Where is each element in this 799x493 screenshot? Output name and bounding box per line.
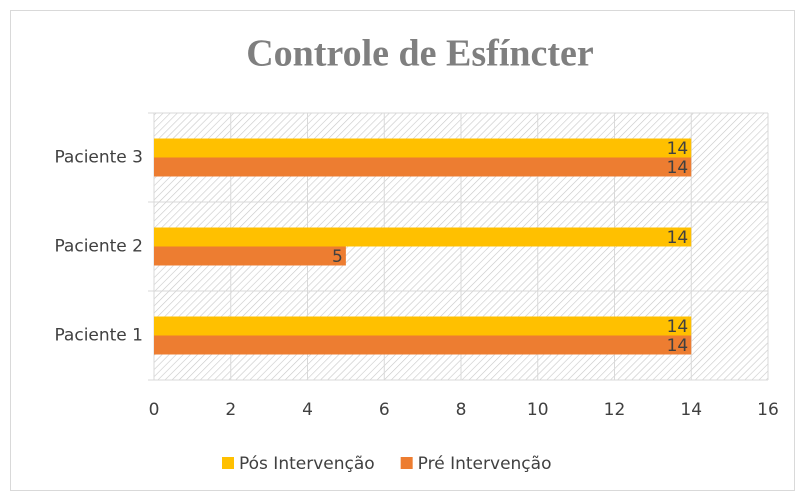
bar [154, 335, 692, 355]
data-label: 14 [667, 139, 689, 159]
bar [154, 138, 692, 158]
data-label: 5 [332, 247, 343, 267]
x-tick-label: 8 [456, 400, 467, 420]
data-label: 14 [667, 336, 689, 356]
x-tick-label: 2 [225, 400, 236, 420]
data-label: 14 [667, 317, 689, 337]
x-tick-label: 6 [379, 400, 390, 420]
bar [154, 316, 692, 336]
x-tick-label: 12 [604, 400, 626, 420]
x-tick-label: 0 [149, 400, 160, 420]
x-tick-label: 10 [527, 400, 549, 420]
legend-label: Pré Intervenção [418, 454, 552, 474]
bar [154, 246, 346, 266]
data-label: 14 [667, 158, 689, 178]
bar [154, 157, 692, 177]
y-tick-label: Paciente 1 [54, 326, 143, 346]
x-tick-label: 14 [680, 400, 702, 420]
legend-swatch [222, 457, 234, 469]
y-tick-label: Paciente 2 [54, 237, 143, 257]
x-tick-label: 4 [302, 400, 313, 420]
legend-label: Pós Intervenção [239, 454, 375, 474]
bar [154, 227, 692, 247]
legend-swatch [400, 457, 413, 469]
data-label: 14 [667, 228, 689, 248]
y-tick-label: Paciente 3 [54, 148, 143, 168]
chart-title: Controle de Esfíncter [246, 33, 594, 75]
x-tick-label: 16 [757, 400, 779, 420]
